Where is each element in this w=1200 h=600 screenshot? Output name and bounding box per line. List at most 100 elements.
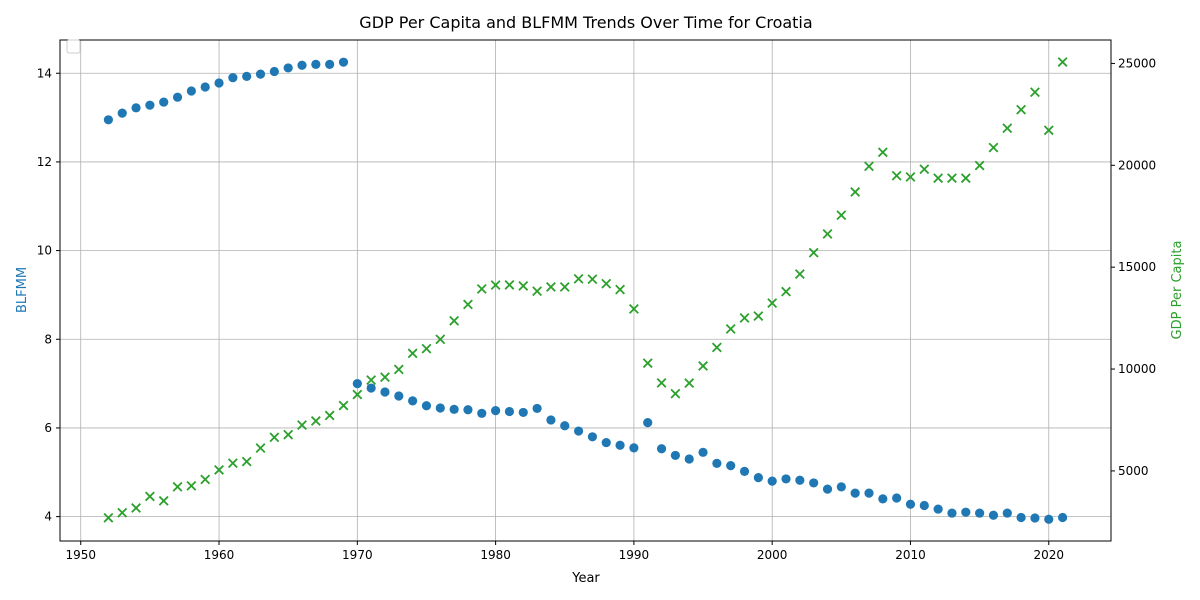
blfmm-point (449, 404, 459, 414)
gdp-point (380, 372, 390, 383)
blfmm-point (172, 92, 183, 102)
gdp-point (283, 429, 294, 440)
blfmm-point (311, 59, 321, 69)
blfmm-point (491, 406, 501, 416)
blfmm-point (255, 69, 266, 79)
gdp-point (324, 410, 335, 421)
gdp-point (974, 160, 985, 171)
gdp-point (1030, 87, 1040, 98)
chart-title: GDP Per Capita and BLFMM Trends Over Tim… (359, 13, 812, 32)
gdp-point (1057, 57, 1068, 67)
gdp-point (435, 334, 446, 345)
blfmm-point (435, 403, 445, 413)
gdp-point (864, 161, 874, 172)
gdp-point (186, 480, 197, 491)
blfmm-point (228, 73, 238, 83)
blfmm-point (615, 440, 625, 450)
gdp-point (725, 323, 736, 334)
gdp-point (601, 278, 612, 289)
blfmm-point (698, 447, 708, 457)
gdp-point (1016, 104, 1027, 115)
gdp-point (656, 377, 667, 388)
gdp-point (891, 170, 902, 181)
legend (66, 39, 81, 54)
blfmm-point (546, 415, 556, 425)
gdp-point (338, 400, 349, 411)
blfmm-point (947, 508, 957, 518)
gdp-point (753, 311, 764, 322)
blfmm-point (905, 499, 916, 509)
gdp-point (836, 210, 847, 221)
gdp-point (808, 247, 819, 258)
blfmm-point (325, 59, 335, 69)
axes-frame (59, 39, 1112, 542)
blfmm-point (477, 408, 487, 418)
left-y-tick-label: 4 (44, 510, 52, 524)
blfmm-point (919, 500, 929, 511)
right-y-tick-label: 20000 (1118, 158, 1156, 172)
x-axis-label: Year (571, 571, 600, 586)
blfmm-point (961, 507, 971, 517)
gdp-point (366, 375, 377, 385)
gdp-point (421, 343, 432, 354)
gdp-point (933, 173, 944, 184)
gdp-point (559, 281, 570, 292)
gdp-point (1043, 125, 1054, 136)
blfmm-point (933, 504, 943, 514)
blfmm-point (739, 466, 750, 476)
x-tick-label: 1960 (204, 548, 235, 562)
gdp-point (628, 304, 639, 314)
gdp-point (642, 358, 653, 369)
blfmm-point (131, 103, 141, 113)
blfmm-point (643, 418, 653, 428)
gdp-point (352, 389, 363, 400)
blfmm-point (380, 387, 390, 397)
blfmm-point (352, 379, 362, 389)
blfmm-point (518, 407, 528, 418)
x-tick-label: 2020 (1033, 548, 1064, 562)
x-tick-label: 1980 (480, 548, 511, 562)
gdp-point (822, 229, 833, 239)
x-tick-label: 2010 (895, 548, 926, 562)
gdp-point (711, 342, 722, 353)
gdp-point (518, 280, 529, 291)
gdp-point (670, 388, 681, 399)
plot-area: 1950 1960 1970 1980 1990 2000 2010 2020 4 6 8 10 12 1… (37, 39, 1156, 562)
gdp-point (739, 312, 750, 323)
gdp-point (587, 274, 598, 285)
blfmm-point (283, 63, 293, 73)
gdp-point (988, 142, 999, 153)
gdp-point (1002, 123, 1013, 134)
blfmm-point (504, 406, 515, 417)
blfmm-point (795, 475, 805, 485)
left-y-tick-label: 6 (44, 421, 52, 435)
right-y-tick-label: 10000 (1118, 362, 1156, 376)
gdp-point (200, 474, 211, 485)
blfmm-point (421, 401, 432, 411)
grid-lines (60, 40, 1111, 541)
gdp-point (172, 481, 183, 492)
blfmm-point (601, 437, 611, 448)
left-y-axis-label: BLFMM (15, 267, 30, 313)
gdp-point (877, 147, 888, 158)
gdp-point (393, 364, 404, 375)
gdp-point (117, 507, 128, 518)
left-y-tick-label: 12 (37, 155, 52, 169)
blfmm-point (366, 383, 376, 393)
gdp-point (960, 173, 971, 184)
x-tick-label: 1950 (65, 548, 96, 562)
gdp-point (545, 281, 556, 292)
blfmm-point (656, 444, 667, 454)
right-y-axis-label: GDP Per Capita (1170, 241, 1185, 340)
blfmm-point (712, 458, 722, 469)
blfmm-point (670, 450, 680, 461)
blfmm-point (684, 454, 694, 464)
gdp-point (905, 171, 916, 182)
blfmm-point (781, 474, 791, 484)
blfmm-point (200, 82, 210, 92)
gdp-point (255, 443, 266, 454)
left-y-tick-label: 14 (37, 66, 52, 80)
axes: 1950 1960 1970 1980 1990 2000 2010 2020 4 6 8 10 12 1… (37, 39, 1156, 562)
blfmm-point (892, 493, 902, 503)
